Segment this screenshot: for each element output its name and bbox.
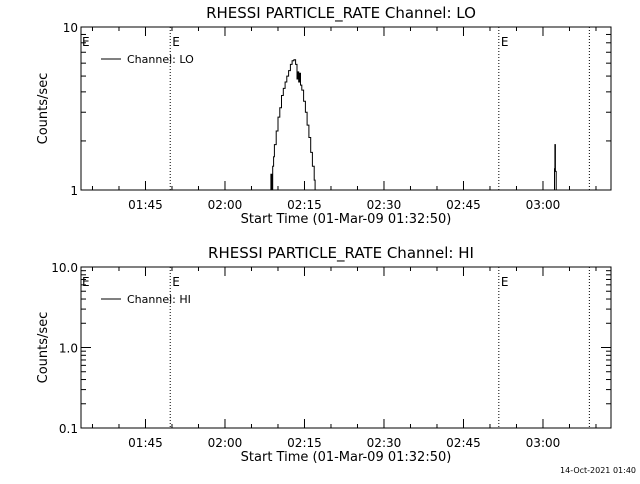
y-tick-label: 0.1 xyxy=(59,422,78,436)
y-axis-label: Counts/sec xyxy=(36,312,51,384)
eclipse-marker-label: E xyxy=(501,35,509,49)
print-timestamp: 14-Oct-2021 01:40 xyxy=(560,466,636,475)
x-tick-label: 02:30 xyxy=(367,198,402,212)
x-tick-label: 02:00 xyxy=(208,198,243,212)
y-tick-label: 10.0 xyxy=(51,261,78,275)
edge-marker-label: E xyxy=(82,35,90,49)
x-tick-label: 02:15 xyxy=(287,436,322,450)
y-axis-label: Counts/sec xyxy=(36,73,51,145)
legend-label: Channel: HI xyxy=(127,293,191,306)
x-axis-label: Start Time (01-Mar-09 01:32:50) xyxy=(241,450,452,465)
eclipse-marker-label: E xyxy=(172,275,180,289)
panel-hi: RHESSI PARTICLE_RATE Channel: HI 0.1 1.0 10… xyxy=(36,244,612,465)
plot-frame xyxy=(80,26,612,191)
x-tick-label: 02:00 xyxy=(208,436,243,450)
x-tick-label: 03:00 xyxy=(526,198,561,212)
legend-label: Channel: LO xyxy=(127,53,194,66)
y-tick-label: 10 xyxy=(63,21,78,35)
x-tick-label: 02:30 xyxy=(367,436,402,450)
series-line xyxy=(270,59,316,191)
chart-title: RHESSI PARTICLE_RATE Channel: HI xyxy=(208,244,474,263)
edge-marker-label: E xyxy=(82,275,90,289)
eclipse-marker-label: E xyxy=(501,275,509,289)
x-tick-label: 02:15 xyxy=(287,198,322,212)
eclipse-marker-label: E xyxy=(172,35,180,49)
x-tick-label: 02:45 xyxy=(446,436,481,450)
y-tick-label: 1 xyxy=(70,184,78,198)
x-tick-label: 01:45 xyxy=(128,436,163,450)
x-tick-label: 03:00 xyxy=(526,436,561,450)
y-tick-label: 1.0 xyxy=(59,342,78,356)
x-tick-label: 01:45 xyxy=(128,198,163,212)
panel-lo: RHESSI PARTICLE_RATE Channel: LO 1 10 Count… xyxy=(36,4,612,227)
series-line xyxy=(553,144,557,191)
x-tick-label: 02:45 xyxy=(446,198,481,212)
chart-title: RHESSI PARTICLE_RATE Channel: LO xyxy=(206,4,476,23)
plot-frame xyxy=(80,266,612,429)
x-axis-label: Start Time (01-Mar-09 01:32:50) xyxy=(241,212,452,227)
